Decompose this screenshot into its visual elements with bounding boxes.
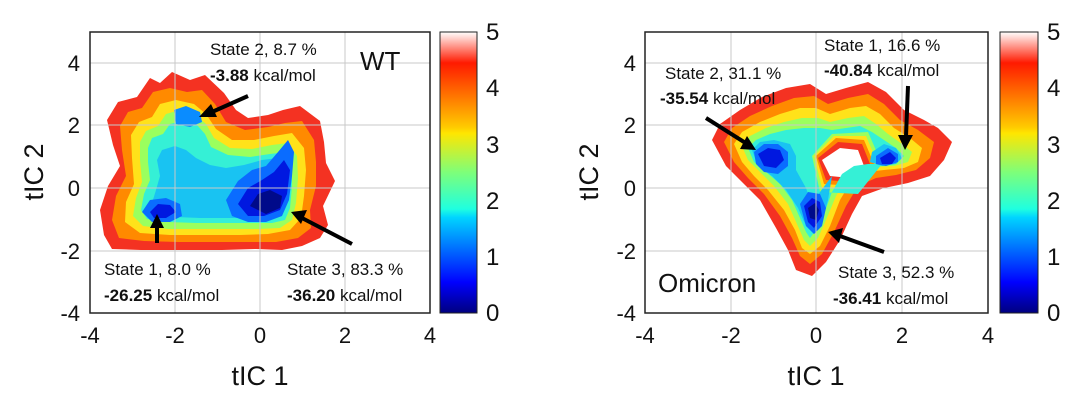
wt-state-2-annotation: State 2, 8.7 % -3.88 kcal/mol [199, 40, 317, 117]
omicron-variant-label: Omicron [658, 268, 756, 298]
omicron-state-3-energy: -36.41 kcal/mol [833, 289, 948, 308]
wt-y-tick: 4 [68, 51, 80, 76]
wt-grid [90, 32, 430, 313]
omicron-state-3-title: State 3, 52.3 % [838, 263, 954, 282]
omicron-contour-dark-a [758, 148, 784, 168]
omicron-y-tick: 0 [624, 176, 636, 201]
wt-state-3-arrow-shaft [301, 216, 353, 246]
wt-state-3-title: State 3, 83.3 % [287, 260, 403, 279]
wt-y-tick: -4 [60, 301, 80, 326]
omicron-state-1-arrow-head [898, 135, 913, 150]
wt-y-tick: 0 [68, 176, 80, 201]
wt-x-tick: 4 [424, 323, 436, 348]
omicron-y-tick: 2 [624, 113, 636, 138]
wt-state-1-energy: -26.25 kcal/mol [104, 286, 219, 305]
wt-colorbar: 0 1 2 3 4 5 [439, 19, 499, 327]
wt-colorbar-tick: 4 [486, 75, 499, 102]
wt-state-3-energy: -36.20 kcal/mol [287, 286, 402, 305]
wt-y-tick: -2 [60, 239, 80, 264]
omicron-y-tick: -4 [616, 301, 636, 326]
wt-colorbar-scale [439, 31, 478, 314]
omicron-colorbar-scale [999, 31, 1039, 314]
omicron-state-1-arrow-shaft [904, 85, 910, 137]
wt-x-tick: -2 [165, 323, 185, 348]
omicron-state-2-title: State 2, 31.1 % [665, 64, 781, 83]
wt-axes-frame [89, 31, 431, 314]
wt-contour-blue-c [174, 106, 202, 127]
omicron-colorbar-tick: 2 [1047, 188, 1060, 215]
wt-contour-dark-b [150, 204, 176, 218]
wt-y-axis-label: tIC 2 [19, 143, 49, 200]
wt-landscape [100, 72, 335, 250]
wt-y-ticks: -4 -2 0 2 4 [60, 51, 80, 326]
omicron-colorbar-tick: 1 [1047, 244, 1060, 271]
omicron-landscape [712, 82, 952, 276]
omicron-state-1-energy: -40.84 kcal/mol [824, 61, 939, 80]
omicron-x-tick: 2 [896, 323, 908, 348]
omicron-y-ticks: -4 -2 0 2 4 [616, 51, 636, 326]
wt-state-1-annotation: State 1, 8.0 % -26.25 kcal/mol [104, 214, 219, 305]
omicron-state-2-arrow-head [740, 136, 756, 150]
wt-x-tick: 2 [339, 323, 351, 348]
wt-state-2-energy: -3.88 kcal/mol [210, 66, 316, 85]
panel-wt: -4 -2 0 2 4 -4 -2 0 2 4 tIC 1 tIC 2 WT S… [19, 19, 499, 391]
wt-state-1-title: State 1, 8.0 % [104, 260, 211, 279]
omicron-x-ticks: -4 -2 0 2 4 [635, 323, 994, 348]
omicron-state-2-arrow-shaft [704, 116, 746, 144]
wt-state-3-arrow-head [291, 210, 307, 224]
omicron-x-tick: -2 [721, 323, 741, 348]
omicron-state-3-arrow-shaft [839, 234, 885, 254]
wt-colorbar-tick: 3 [486, 132, 499, 159]
omicron-state-2-energy: -35.54 kcal/mol [660, 89, 775, 108]
omicron-axes-frame [644, 31, 989, 314]
omicron-colorbar-tick: 0 [1047, 300, 1060, 327]
wt-x-tick: -4 [80, 323, 100, 348]
omicron-state-3-annotation: State 3, 52.3 % -36.41 kcal/mol [828, 228, 954, 308]
wt-colorbar-tick: 1 [486, 244, 499, 271]
omicron-x-tick: 4 [982, 323, 994, 348]
wt-colorbar-tick: 5 [486, 19, 499, 46]
omicron-colorbar: 0 1 2 3 4 5 [999, 19, 1060, 327]
omicron-state-3-arrow-head [828, 228, 843, 243]
wt-colorbar-tick: 0 [486, 300, 499, 327]
panel-omicron: -4 -2 0 2 4 -4 -2 0 2 4 tIC 1 tIC 2 Omic… [574, 19, 1060, 391]
omicron-y-tick: 4 [624, 51, 636, 76]
wt-variant-label: WT [360, 46, 401, 76]
wt-state-2-title: State 2, 8.7 % [210, 40, 317, 59]
omicron-state-2-annotation: State 2, 31.1 % -35.54 kcal/mol [660, 64, 781, 150]
omicron-colorbar-tick: 5 [1047, 19, 1060, 46]
wt-state-1-arrow-head [150, 214, 164, 228]
wt-colorbar-tick: 2 [486, 188, 499, 215]
omicron-x-tick: -4 [635, 323, 655, 348]
omicron-state-1-title: State 1, 16.6 % [824, 36, 940, 55]
omicron-x-tick: 0 [810, 323, 822, 348]
omicron-grid [645, 32, 988, 313]
wt-x-ticks: -4 -2 0 2 4 [80, 323, 436, 348]
omicron-colorbar-tick: 3 [1047, 132, 1060, 159]
omicron-state-1-annotation: State 1, 16.6 % -40.84 kcal/mol [824, 36, 940, 150]
wt-x-axis-label: tIC 1 [231, 361, 288, 391]
wt-state-2-arrow-head [199, 104, 217, 117]
wt-state-2-arrow-shaft [211, 94, 249, 114]
omicron-contour-dark-b [880, 152, 896, 164]
omicron-colorbar-tick: 4 [1047, 75, 1060, 102]
wt-y-tick: 2 [68, 113, 80, 138]
omicron-y-tick: -2 [616, 239, 636, 264]
wt-contour-darkest [250, 190, 282, 214]
wt-state-3-annotation: State 3, 83.3 % -36.20 kcal/mol [287, 210, 403, 305]
omicron-x-axis-label: tIC 1 [787, 361, 844, 391]
wt-x-tick: 0 [254, 323, 266, 348]
omicron-y-axis-label: tIC 2 [574, 143, 604, 200]
